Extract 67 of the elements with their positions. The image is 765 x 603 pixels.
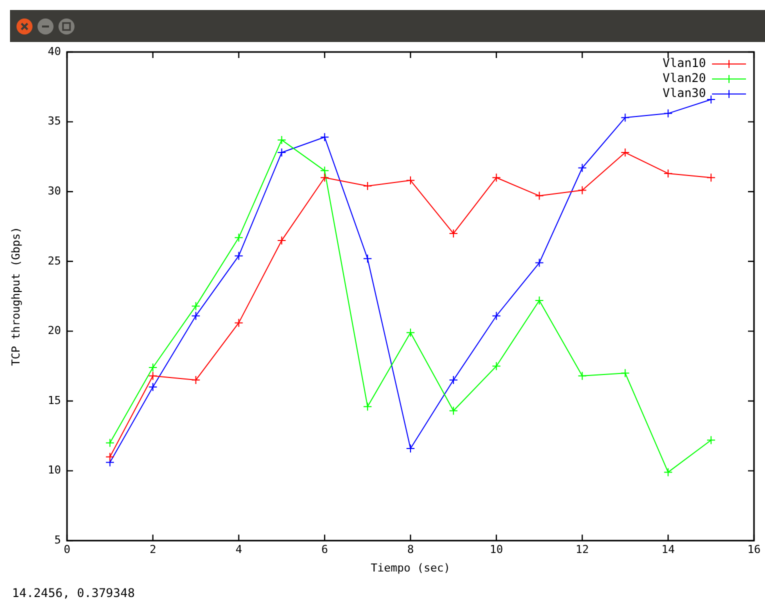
x-axis-title: Tiempo (sec) — [370, 561, 450, 574]
point — [492, 362, 501, 371]
y-tick-label: 40 — [48, 44, 61, 58]
x-tick-label: 8 — [407, 543, 414, 556]
point — [363, 402, 372, 412]
point — [706, 94, 716, 104]
x-tick-label: 10 — [490, 543, 503, 556]
x-tick-label: 12 — [576, 543, 589, 556]
x-tick-label: 16 — [747, 543, 761, 556]
y-axis-title: TCP throughput (Gbps) — [9, 226, 22, 366]
point — [534, 296, 544, 305]
point — [578, 163, 587, 172]
point — [105, 438, 114, 448]
point — [191, 376, 200, 385]
point — [448, 406, 458, 416]
point — [363, 254, 372, 264]
point — [320, 173, 330, 182]
point — [706, 436, 716, 445]
y-tick-label: 15 — [48, 394, 61, 407]
point — [492, 173, 501, 182]
legend-label: Vlan30 — [662, 86, 706, 100]
point — [234, 318, 244, 328]
point — [277, 148, 286, 158]
point — [277, 236, 286, 245]
y-tick-label: 25 — [48, 254, 61, 268]
point — [320, 166, 330, 176]
point — [664, 168, 673, 178]
y-tick-label: 30 — [48, 184, 61, 198]
point — [406, 328, 415, 338]
point — [578, 186, 587, 195]
text: 14.2456, 0.379348 — [12, 586, 135, 600]
x-tick-label: 4 — [235, 543, 242, 556]
point — [148, 362, 158, 372]
point — [363, 182, 372, 191]
point — [620, 368, 630, 378]
point — [534, 258, 544, 268]
x-tick-label: 0 — [64, 543, 70, 556]
point — [664, 108, 673, 118]
point — [191, 302, 200, 311]
point — [105, 452, 114, 462]
point — [406, 176, 415, 185]
x-tick-label: 2 — [150, 543, 156, 556]
point — [448, 376, 458, 385]
y-tick-label: 35 — [48, 114, 61, 128]
y-tick-label: 5 — [54, 533, 61, 546]
point — [234, 251, 244, 260]
point — [148, 371, 158, 380]
point — [234, 233, 244, 242]
y-tick-label: 20 — [48, 324, 61, 338]
legend-label: Vlan20 — [662, 71, 706, 86]
point — [191, 311, 200, 320]
point — [578, 371, 587, 380]
point — [406, 444, 415, 453]
y-tick-label: 10 — [48, 464, 61, 477]
point — [620, 113, 630, 122]
point — [664, 468, 673, 477]
point — [277, 135, 286, 144]
x-tick-label: 6 — [321, 543, 328, 556]
point — [706, 173, 716, 182]
point — [148, 382, 158, 392]
point — [534, 191, 544, 200]
point — [620, 148, 630, 158]
point — [492, 311, 501, 320]
point — [320, 132, 330, 142]
legend-label: Vlan10 — [662, 56, 706, 70]
x-tick-label: 14 — [662, 543, 676, 556]
point — [448, 228, 458, 238]
